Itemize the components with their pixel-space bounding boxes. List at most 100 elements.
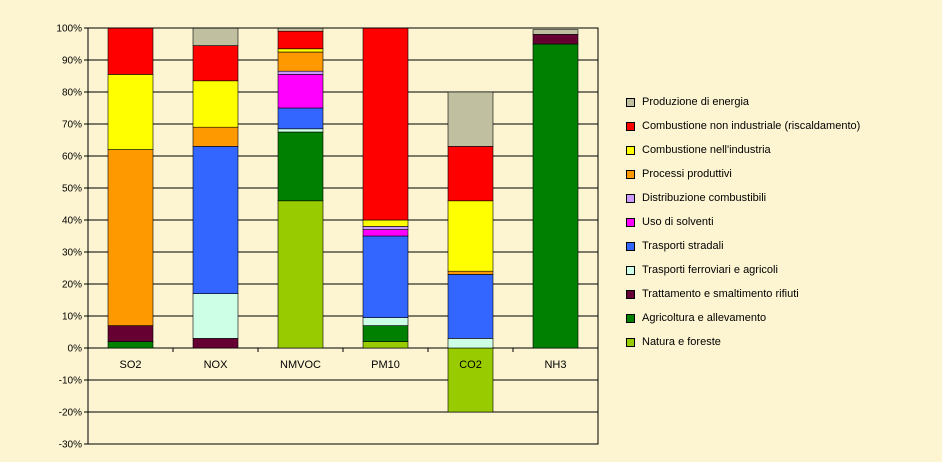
bar-segment: [532, 43, 579, 349]
y-tick-label: 70%: [62, 120, 82, 131]
legend-item: Processi produttivi: [617, 162, 937, 186]
bar-segment: [192, 45, 239, 82]
bar-segment: [192, 146, 239, 294]
y-tick-label: 30%: [62, 248, 82, 259]
legend-label: Agricoltura e allevamento: [642, 312, 767, 324]
bar-segment: [447, 146, 494, 202]
bar-segment: [532, 34, 579, 45]
legend-swatch: [626, 217, 635, 227]
bar-segment: [277, 48, 324, 53]
y-tick-label: -30%: [59, 440, 82, 451]
bar-segment: [192, 293, 239, 339]
bar-segment: [277, 30, 324, 50]
legend-item: Trattamento e smaltimento rifiuti: [617, 282, 937, 306]
bar-segment: [277, 74, 324, 109]
legend-item: Uso di solventi: [617, 210, 937, 234]
category-label: SO2: [119, 359, 141, 371]
legend: Produzione di energia Combustione non ind…: [617, 90, 937, 354]
legend-label: Combustione nell'industria: [642, 144, 771, 156]
bar-segment: [362, 235, 409, 318]
y-tick-label: 0%: [68, 344, 83, 355]
category-label: PM10: [371, 359, 400, 371]
bar-segment: [362, 325, 409, 342]
bar-segment: [277, 200, 324, 349]
category-label: CO2: [459, 359, 482, 371]
bar-segment: [447, 274, 494, 339]
bar-segment: [107, 149, 154, 326]
legend-label: Trattamento e smaltimento rifiuti: [642, 288, 799, 300]
y-tick-label: -10%: [59, 376, 82, 387]
y-tick-label: 40%: [62, 216, 82, 227]
category-label: NMVOC: [280, 359, 321, 371]
y-tick-labels: -30% -20% -10% 0% 10% 20% 30% 40% 50% 60% 70% 80% 90…: [56, 24, 82, 451]
bars: [107, 27, 579, 413]
bar-segment: [277, 51, 324, 72]
bar-segment: [277, 70, 324, 75]
bar-segment: [362, 341, 409, 349]
bar-segment: [277, 107, 324, 130]
bar-segment: [362, 226, 409, 230]
legend-label: Combustione non industriale (riscaldamen…: [642, 120, 861, 132]
legend-swatch: [626, 313, 635, 323]
bar-segment: [447, 200, 494, 272]
legend-swatch: [626, 145, 635, 155]
y-tick-label: 60%: [62, 152, 82, 163]
y-tick-label: 20%: [62, 280, 82, 291]
legend-item: Natura e foreste: [617, 330, 937, 354]
legend-label: Produzione di energia: [642, 96, 750, 108]
bar-segment: [192, 338, 239, 349]
y-tick-label: 80%: [62, 88, 82, 99]
legend-item: Produzione di energia: [617, 90, 937, 114]
legend-swatch: [626, 337, 635, 347]
category-labels: SO2 NOX NMVOC PM10 CO2 NH3: [119, 359, 566, 371]
y-tick-label: -20%: [59, 408, 82, 419]
bar-segment: [447, 91, 494, 147]
legend-label: Natura e foreste: [642, 336, 721, 348]
legend-item: Trasporti ferroviari e agricoli: [617, 258, 937, 282]
legend-label: Distribuzione combustibili: [642, 192, 767, 204]
y-tick-label: 100%: [56, 24, 82, 35]
bar-segment: [107, 27, 154, 75]
category-label: NOX: [204, 359, 229, 371]
bar-segment: [192, 27, 239, 46]
legend-item: Distribuzione combustibili: [617, 186, 937, 210]
bar-segment: [447, 347, 494, 413]
legend-swatch: [626, 121, 635, 131]
bar-segment: [447, 270, 494, 275]
legend-item: Agricoltura e allevamento: [617, 306, 937, 330]
bar-segment: [107, 325, 154, 342]
legend-swatch: [626, 193, 635, 203]
legend-label: Trasporti ferroviari e agricoli: [642, 264, 778, 276]
bar-segment: [107, 74, 154, 150]
legend-swatch: [626, 289, 635, 299]
y-tick-label: 50%: [62, 184, 82, 195]
legend-item: Combustione non industriale (riscaldamen…: [617, 114, 937, 138]
bar-segment: [362, 317, 409, 326]
bar-segment: [447, 338, 494, 349]
axes: [84, 27, 599, 445]
legend-swatch: [626, 169, 635, 179]
bar-segment: [192, 126, 239, 147]
legend-item: Combustione nell'industria: [617, 138, 937, 162]
category-label: NH3: [544, 359, 566, 371]
y-tick-label: 10%: [62, 312, 82, 323]
bar-segment: [107, 341, 154, 349]
bar-segment: [362, 219, 409, 227]
bar-segment: [277, 131, 324, 202]
bar-segment: [362, 27, 409, 221]
legend-item: Trasporti stradali: [617, 234, 937, 258]
legend-swatch: [626, 265, 635, 275]
legend-swatch: [626, 241, 635, 251]
legend-label: Processi produttivi: [642, 168, 732, 180]
legend-label: Trasporti stradali: [642, 240, 724, 252]
bar-segment: [277, 128, 324, 133]
legend-label: Uso di solventi: [642, 216, 714, 228]
gridlines: [88, 27, 598, 445]
bar-segment: [362, 229, 409, 237]
legend-swatch: [626, 97, 635, 107]
bar-segment: [192, 80, 239, 128]
plot-border: [87, 27, 599, 445]
y-tick-label: 90%: [62, 56, 82, 67]
